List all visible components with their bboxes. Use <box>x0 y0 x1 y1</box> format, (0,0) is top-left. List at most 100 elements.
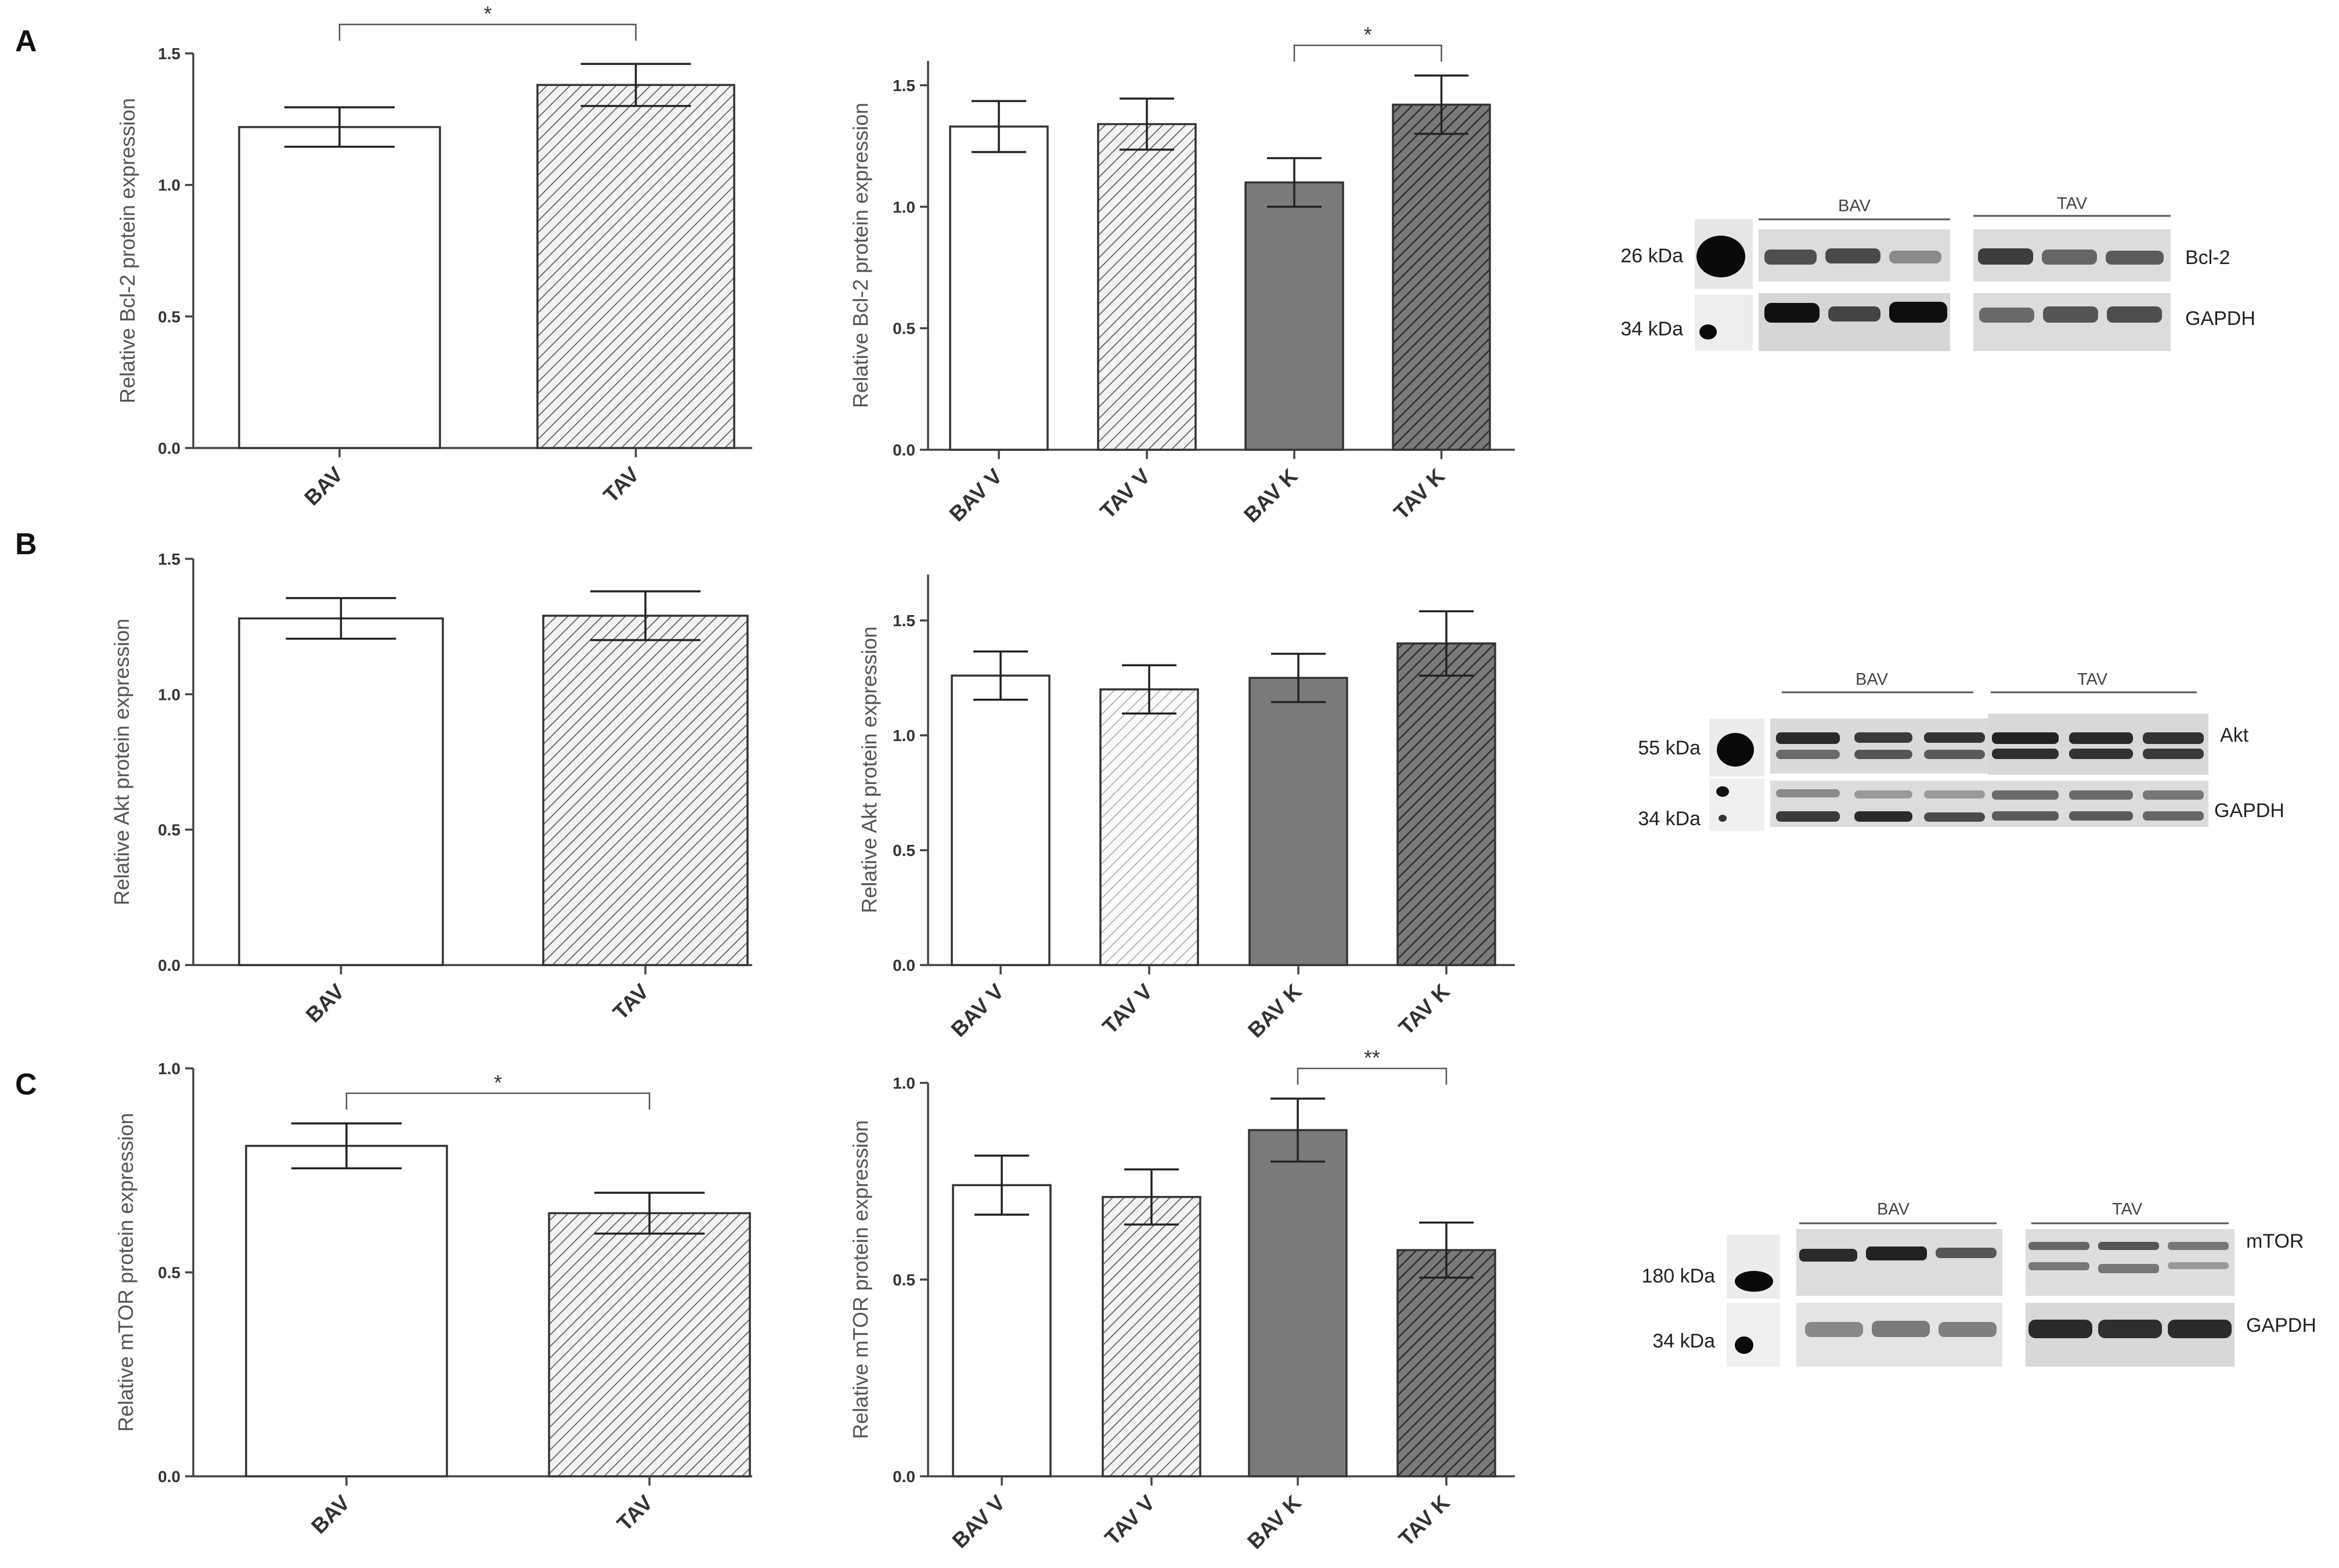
y-tick-label: 0.0 <box>893 1468 915 1486</box>
marker-label-180kda: 180 kDa <box>1641 1265 1715 1287</box>
category-label: TAV <box>608 979 654 1024</box>
blot-band <box>2143 749 2204 759</box>
blot-band <box>1992 749 2059 759</box>
blot-band <box>1825 248 1880 263</box>
blot-band <box>1924 732 1985 743</box>
blot-band <box>1889 302 1947 323</box>
ladder-band <box>1697 236 1745 277</box>
blot-band <box>1854 732 1912 743</box>
blot-band <box>2028 1242 2089 1250</box>
y-axis-label: Relative Bcl-2 protein expression <box>115 98 139 403</box>
blot-group-tav: TAV <box>2057 194 2088 213</box>
panel-letter-a: A <box>15 24 37 58</box>
bcl2-four-group-chart: 0.0 0.5 1.0 1.5 Relative Bcl-2 protein expre… <box>849 23 1515 527</box>
protein-label-gapdh: GAPDH <box>2185 308 2255 330</box>
blot-band <box>1889 251 1941 263</box>
y-tick-label: 0.5 <box>893 841 915 859</box>
bar-tav-v <box>1099 688 1199 966</box>
blot-band <box>2168 1242 2229 1250</box>
y-tick-label: 1.0 <box>158 1060 181 1078</box>
ladder-band <box>1719 815 1727 822</box>
category-label: TAV <box>599 462 644 507</box>
blot-band <box>2043 306 2098 323</box>
category-label: TAV V <box>1100 1490 1160 1549</box>
bar-tav <box>536 84 735 449</box>
y-tick-label: 0.0 <box>893 441 915 459</box>
blot-band <box>2028 1320 2092 1338</box>
y-tick-label: 0.0 <box>893 956 915 974</box>
y-axis-label: Relative Bcl-2 protein expression <box>849 103 872 408</box>
akt-four-group-chart: 0.0 0.5 1.0 1.5 Relative Akt protein express… <box>857 575 1515 1042</box>
significance-label: * <box>1364 23 1372 46</box>
blot-band <box>1978 248 2033 265</box>
blot-group-bav: BAV <box>1877 1200 1910 1219</box>
blot-band <box>1854 790 1912 799</box>
blot-band <box>2098 1264 2159 1273</box>
bcl2-two-group-chart: 0.0 0.5 1.0 1.5 Relative Bcl-2 protein expre… <box>115 2 752 510</box>
bar-bav-v <box>952 1184 1052 1477</box>
mtor-four-group-chart: 0.0 0.5 1.0 Relative mTOR protein expressio… <box>849 1046 1515 1553</box>
bar-tav-k <box>1396 1249 1496 1477</box>
bar-bav-k <box>1248 677 1348 966</box>
blot-band <box>1828 306 1880 321</box>
ladder-strip <box>1709 779 1764 831</box>
blot-band <box>1924 812 1985 822</box>
category-label: BAV V <box>948 1490 1010 1552</box>
y-axis-label: Relative mTOR protein expression <box>849 1120 872 1439</box>
y-tick-label: 0.0 <box>158 1468 181 1486</box>
category-label: TAV V <box>1098 979 1157 1038</box>
western-blot-mtor: BAV TAV 180 kDa 34 kDa mTOR GAPDH <box>1641 1200 2316 1367</box>
panel-letter-c: C <box>15 1068 37 1101</box>
significance-label: ** <box>1364 1046 1380 1070</box>
bar-tav-k <box>1396 642 1496 966</box>
blot-band <box>1776 789 1840 797</box>
blot-band <box>1992 811 2059 821</box>
protein-label-mtor: mTOR <box>2246 1230 2304 1252</box>
blot-band <box>2098 1242 2159 1250</box>
bar-tav-v <box>1097 123 1197 451</box>
blot-strip <box>1770 718 1991 774</box>
y-tick-label: 1.0 <box>893 1074 915 1092</box>
protein-label-akt: Akt <box>2220 724 2249 746</box>
blot-band <box>1764 303 1820 323</box>
western-blot-bcl2: BAV TAV 26 kDa 34 kDa Bcl-2 GAPDH <box>1620 194 2255 351</box>
y-tick-label: 1.5 <box>158 550 181 568</box>
blot-band <box>1764 250 1817 265</box>
blot-group-tav: TAV <box>2077 670 2108 689</box>
ladder-band <box>1716 786 1729 797</box>
significance-bracket <box>1293 44 1442 62</box>
y-tick-label: 1.5 <box>158 45 181 63</box>
blot-band <box>2143 811 2204 821</box>
blot-band <box>1866 1247 1927 1260</box>
blot-band <box>2106 251 2164 265</box>
blot-band <box>1854 811 1912 822</box>
category-label: TAV K <box>1394 979 1454 1039</box>
y-axis-label: Relative Akt protein expression <box>110 619 133 905</box>
marker-label-55kda: 55 kDa <box>1638 737 1701 759</box>
blot-band <box>1872 1321 1930 1337</box>
blot-group-tav: TAV <box>2112 1200 2143 1219</box>
y-tick-label: 1.5 <box>893 77 915 95</box>
blot-band <box>1924 790 1985 799</box>
y-tick-label: 0.5 <box>158 821 181 839</box>
blot-band <box>1992 732 2059 744</box>
marker-label-34kda: 34 kDa <box>1652 1330 1715 1352</box>
bar-bav-v <box>949 125 1049 451</box>
category-label: TAV K <box>1394 1490 1454 1551</box>
bar-tav-v <box>1102 1195 1201 1477</box>
y-tick-label: 1.0 <box>893 727 915 745</box>
bar-bav <box>238 617 444 966</box>
panel-letter-b: B <box>15 528 37 561</box>
y-tick-label: 1.0 <box>158 176 181 194</box>
blot-group-bav: BAV <box>1856 670 1889 689</box>
category-label: TAV <box>612 1490 658 1536</box>
category-label: BAV K <box>1243 1490 1306 1553</box>
marker-label-26kda: 26 kDa <box>1620 245 1683 267</box>
bar-tav-k <box>1392 103 1491 451</box>
protein-label-gapdh: GAPDH <box>2214 800 2284 822</box>
blot-band <box>2069 732 2133 744</box>
blot-band <box>2042 250 2097 265</box>
bar-bav-v <box>951 674 1051 966</box>
ladder-strip <box>1695 295 1753 351</box>
category-label: BAV V <box>947 979 1009 1041</box>
